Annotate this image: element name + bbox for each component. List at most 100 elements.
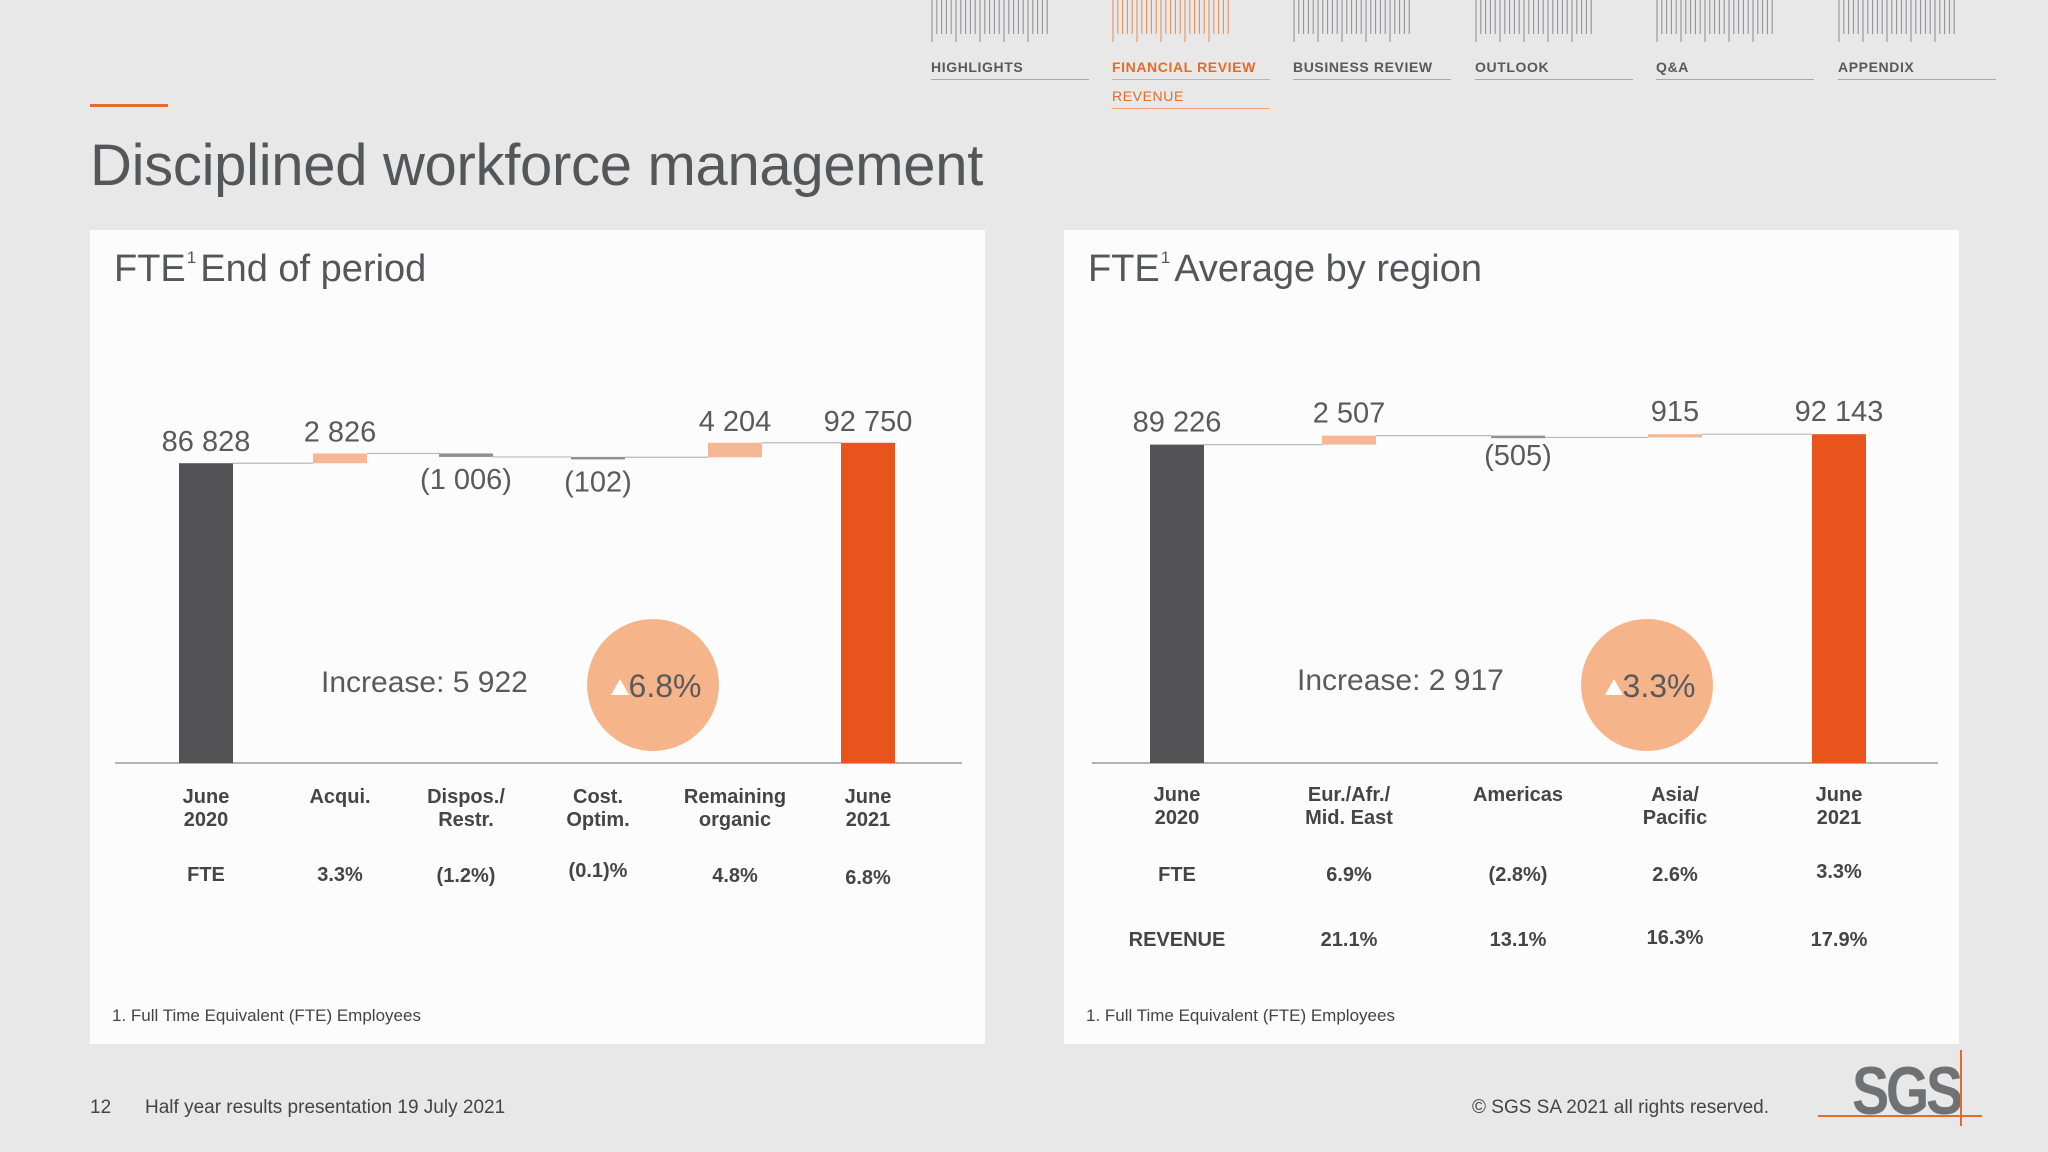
nav-item-qa[interactable]: Q&A <box>1656 0 1814 112</box>
category-label: Remaining organic <box>684 786 786 831</box>
nav-item-label: OUTLOOK <box>1475 59 1550 75</box>
row-value: 6.8% <box>845 867 891 889</box>
row-value: 6.9% <box>1326 864 1372 886</box>
barcode-icon <box>1112 0 1229 42</box>
footnote: 1. Full Time Equivalent (FTE) Employees <box>112 1006 421 1025</box>
nav-item-highlights[interactable]: HIGHLIGHTS <box>931 0 1089 112</box>
bar-decrease-step <box>1491 435 1545 439</box>
nav-subitem-revenue[interactable]: REVENUE <box>1112 88 1184 104</box>
category-label-line: 2020 <box>184 809 229 831</box>
chart-title: FTE1 End of period <box>114 248 426 291</box>
row-value: 3.3% <box>317 864 363 886</box>
category-label-line: Acqui. <box>309 786 370 808</box>
category-label: Acqui. <box>309 786 370 808</box>
chart-panel-average-by-region: FTE1 Average by region 89 226 2 507 (505) 91… <box>1064 230 1959 1044</box>
value-label: 4 204 <box>699 406 772 438</box>
logo-line <box>1818 1115 1982 1117</box>
barcode-icon <box>931 0 1048 42</box>
barcode-icon <box>1293 0 1410 42</box>
row-label: REVENUE <box>1129 929 1226 951</box>
row-value: (0.1)% <box>569 860 628 882</box>
category-label: Dispos./Restr. <box>427 786 505 831</box>
category-label-line: June <box>845 786 892 808</box>
up-triangle-icon <box>611 679 629 695</box>
nav-underline <box>1112 79 1270 80</box>
row-value: (1.2%) <box>437 865 496 887</box>
nav-item-business-review[interactable]: BUSINESS REVIEW <box>1293 0 1451 112</box>
bar-increase-step <box>1322 435 1376 445</box>
value-label: 89 226 <box>1133 407 1222 439</box>
bar-increase-step <box>1648 434 1702 438</box>
bar-decrease-step <box>439 453 493 457</box>
category-label-line: Dispos./ <box>427 786 505 808</box>
category-label-line: 2021 <box>1817 807 1862 829</box>
top-navigation: HIGHLIGHTS FINANCIAL REVIEW REVENUE BUSI… <box>0 0 2048 120</box>
category-label-line: June <box>1816 784 1863 806</box>
title-accent-dash <box>90 104 168 107</box>
category-label: Eur./Afr./Mid. East <box>1305 784 1393 829</box>
category-label-line: 2020 <box>1155 807 1200 829</box>
nav-item-label: FINANCIAL REVIEW <box>1112 59 1256 75</box>
bar-start-total <box>179 463 233 763</box>
nav-item-outlook[interactable]: OUTLOOK <box>1475 0 1633 112</box>
category-label-line: Optim. <box>566 809 629 831</box>
nav-item-label: BUSINESS REVIEW <box>1293 59 1433 75</box>
category-label-line: June <box>183 786 230 808</box>
value-label: (102) <box>564 466 632 498</box>
increase-circle <box>587 619 719 751</box>
nav-item-label: HIGHLIGHTS <box>931 59 1024 75</box>
category-label-line: 2021 <box>846 809 891 831</box>
row-value: (2.8%) <box>1489 864 1548 886</box>
value-label: (505) <box>1484 440 1552 472</box>
chart-title-main: FTE <box>1088 248 1160 290</box>
category-label-line: organic <box>699 809 771 831</box>
category-label: Cost. Optim. <box>566 786 629 831</box>
footnote-marker: 1 <box>1160 248 1171 267</box>
barcode-icon <box>1656 0 1773 42</box>
value-label: (1 006) <box>420 464 512 496</box>
barcode-icon <box>1838 0 1955 42</box>
category-label-line: Pacific <box>1643 807 1707 829</box>
logo-wordmark: SGS <box>1852 1053 1963 1129</box>
nav-sub-underline <box>1112 108 1270 109</box>
bar-start-total <box>1150 444 1204 763</box>
bar-end-total <box>841 442 895 763</box>
increase-percent: 6.8% <box>629 668 702 704</box>
nav-item-financial-review[interactable]: FINANCIAL REVIEW REVENUE <box>1112 0 1270 112</box>
category-label-line: June <box>1154 784 1201 806</box>
category-label-line: Cost. <box>573 786 623 808</box>
nav-underline <box>1838 79 1996 80</box>
increase-label: Increase: 2 917 <box>1297 664 1504 697</box>
page-title: Disciplined workforce management <box>90 133 984 198</box>
category-label: Americas <box>1473 784 1563 806</box>
bar-increase-step <box>313 453 367 464</box>
category-label: June 2020 <box>183 786 230 831</box>
up-triangle-icon <box>1605 679 1623 695</box>
category-label-line: Restr. <box>438 809 494 831</box>
footer-copyright: © SGS SA 2021 all rights reserved. <box>1472 1097 1770 1118</box>
value-label: 2 826 <box>304 416 377 448</box>
bar-increase-step <box>708 442 762 458</box>
value-label: 915 <box>1651 396 1699 428</box>
value-label: 92 143 <box>1795 396 1884 428</box>
chart-title: FTE1 Average by region <box>1088 248 1482 291</box>
nav-item-label: APPENDIX <box>1838 59 1915 75</box>
row-label: FTE <box>1158 864 1196 886</box>
footnote: 1. Full Time Equivalent (FTE) Employees <box>1086 1006 1395 1025</box>
value-label: 2 507 <box>1313 398 1386 430</box>
category-label-line: Asia/ <box>1651 784 1699 806</box>
nav-underline <box>1656 79 1814 80</box>
chart-title-suffix: End of period <box>200 248 427 290</box>
row-value: 3.3% <box>1816 861 1862 883</box>
category-label-line: Eur./Afr./ <box>1308 784 1391 806</box>
chart-title-suffix: Average by region <box>1174 248 1482 290</box>
category-label: June 2021 <box>845 786 892 831</box>
category-label-line: Americas <box>1473 784 1563 806</box>
nav-item-appendix[interactable]: APPENDIX <box>1838 0 1996 112</box>
row-value: 17.9% <box>1811 929 1868 951</box>
category-label: June 2020 <box>1154 784 1201 829</box>
nav-item-label: Q&A <box>1656 59 1689 75</box>
value-label: 86 828 <box>162 426 251 458</box>
row-value: 16.3% <box>1647 927 1704 949</box>
